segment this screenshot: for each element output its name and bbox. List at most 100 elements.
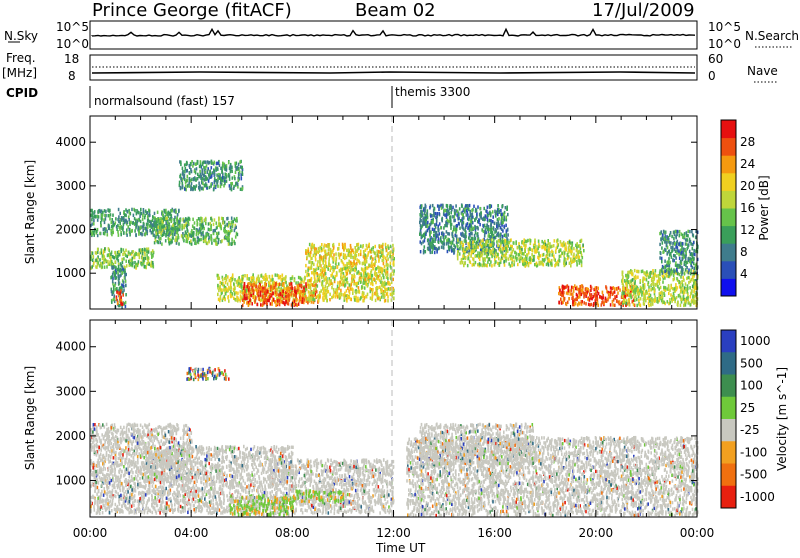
scatter-cell [189, 177, 191, 180]
scatter-cell [501, 221, 503, 224]
scatter-cell [443, 242, 445, 245]
scatter-cell [195, 171, 197, 174]
scatter-cell [226, 287, 228, 290]
scatter-cell [366, 247, 368, 250]
scatter-cell [477, 227, 479, 230]
scatter-cell [427, 238, 429, 241]
scatter-cell [466, 213, 468, 216]
scatter-cell [211, 166, 213, 169]
scatter-cell [495, 214, 497, 217]
scatter-cell [436, 219, 438, 222]
scatter-cell [250, 276, 252, 279]
scatter-cell [498, 239, 500, 242]
scatter-cell [571, 246, 573, 249]
scatter-cell [444, 214, 446, 217]
scatter-cell [129, 252, 131, 255]
scatter-cell [325, 264, 327, 267]
scatter-cell [447, 204, 449, 207]
scatter-cell [489, 263, 491, 266]
scatter-cell [151, 264, 153, 267]
scatter-cell [419, 221, 421, 224]
scatter-cell [201, 223, 203, 226]
scatter-cell [229, 242, 231, 245]
scatter-cell [223, 288, 225, 291]
scatter-cell [196, 184, 198, 187]
scatter-cell [146, 250, 148, 253]
scatter-cell [193, 178, 195, 181]
scatter-cell [488, 240, 490, 243]
scatter-cell [193, 233, 195, 236]
scatter-cell [442, 204, 444, 207]
scatter-cell [349, 283, 351, 286]
scatter-cell [105, 217, 107, 220]
scatter-cell [378, 275, 380, 278]
scatter-cell [126, 228, 128, 231]
scatter-cell [222, 221, 224, 224]
scatter-cell [311, 300, 313, 303]
scatter-cell [457, 250, 459, 253]
scatter-cell [454, 212, 456, 215]
scatter-cell [606, 287, 608, 290]
scatter-cell [389, 251, 391, 254]
scatter-cell [498, 263, 500, 266]
scatter-cell [498, 232, 500, 235]
scatter-cell [341, 271, 343, 274]
scatter-cell [189, 172, 191, 175]
scatter-cell [181, 224, 183, 227]
scatter-cell [220, 181, 222, 184]
scatter-cell [233, 297, 235, 300]
scatter-cell [589, 293, 591, 296]
scatter-cell [597, 290, 599, 293]
scatter-cell [147, 218, 149, 221]
scatter-cell [483, 248, 485, 251]
noise-right-tick-top: 10^5 [708, 20, 741, 34]
scatter-cell [228, 174, 230, 177]
scatter-cell [344, 292, 346, 295]
scatter-cell [505, 206, 507, 209]
scatter-cell [355, 249, 357, 252]
scatter-cell [264, 286, 266, 289]
scatter-cell [198, 182, 200, 185]
scatter-cell [484, 224, 486, 227]
scatter-cell [619, 288, 621, 291]
scatter-cell [108, 253, 110, 256]
scatter-cell [322, 292, 324, 295]
scatter-cell [248, 296, 250, 299]
scatter-cell [244, 290, 246, 293]
scatter-cell [180, 186, 182, 189]
scatter-cell [646, 278, 648, 281]
scatter-cell [638, 299, 640, 302]
scatter-cell [198, 239, 200, 242]
scatter-cell [128, 218, 130, 221]
scatter-cell [471, 252, 473, 255]
scatter-cell [304, 277, 306, 280]
scatter-cell [220, 281, 222, 284]
scatter-cell [197, 162, 199, 165]
scatter-cell [475, 208, 477, 211]
scatter-cell [299, 293, 301, 296]
scatter-cell [95, 215, 97, 218]
scatter-cell [261, 294, 263, 297]
scatter-cell [239, 285, 241, 288]
scatter-cell [387, 277, 389, 280]
scatter-cell [422, 214, 424, 217]
scatter-cell [169, 242, 171, 245]
scatter-cell [365, 295, 367, 298]
scatter-cell [124, 213, 126, 216]
scatter-cell [547, 239, 549, 242]
scatter-cell [563, 262, 565, 265]
scatter-cell [505, 247, 507, 250]
scatter-cell [234, 292, 236, 295]
scatter-cell [275, 300, 277, 303]
scatter-cell [184, 188, 186, 191]
scatter-cell [462, 255, 464, 258]
scatter-cell [185, 184, 187, 187]
scatter-cell [504, 263, 506, 266]
scatter-cell [201, 168, 203, 171]
scatter-cell [125, 260, 127, 263]
scatter-cell [255, 296, 257, 299]
scatter-cell [208, 176, 210, 179]
scatter-cell [447, 250, 449, 253]
scatter-cell [554, 257, 556, 260]
scatter-cell [259, 284, 261, 287]
